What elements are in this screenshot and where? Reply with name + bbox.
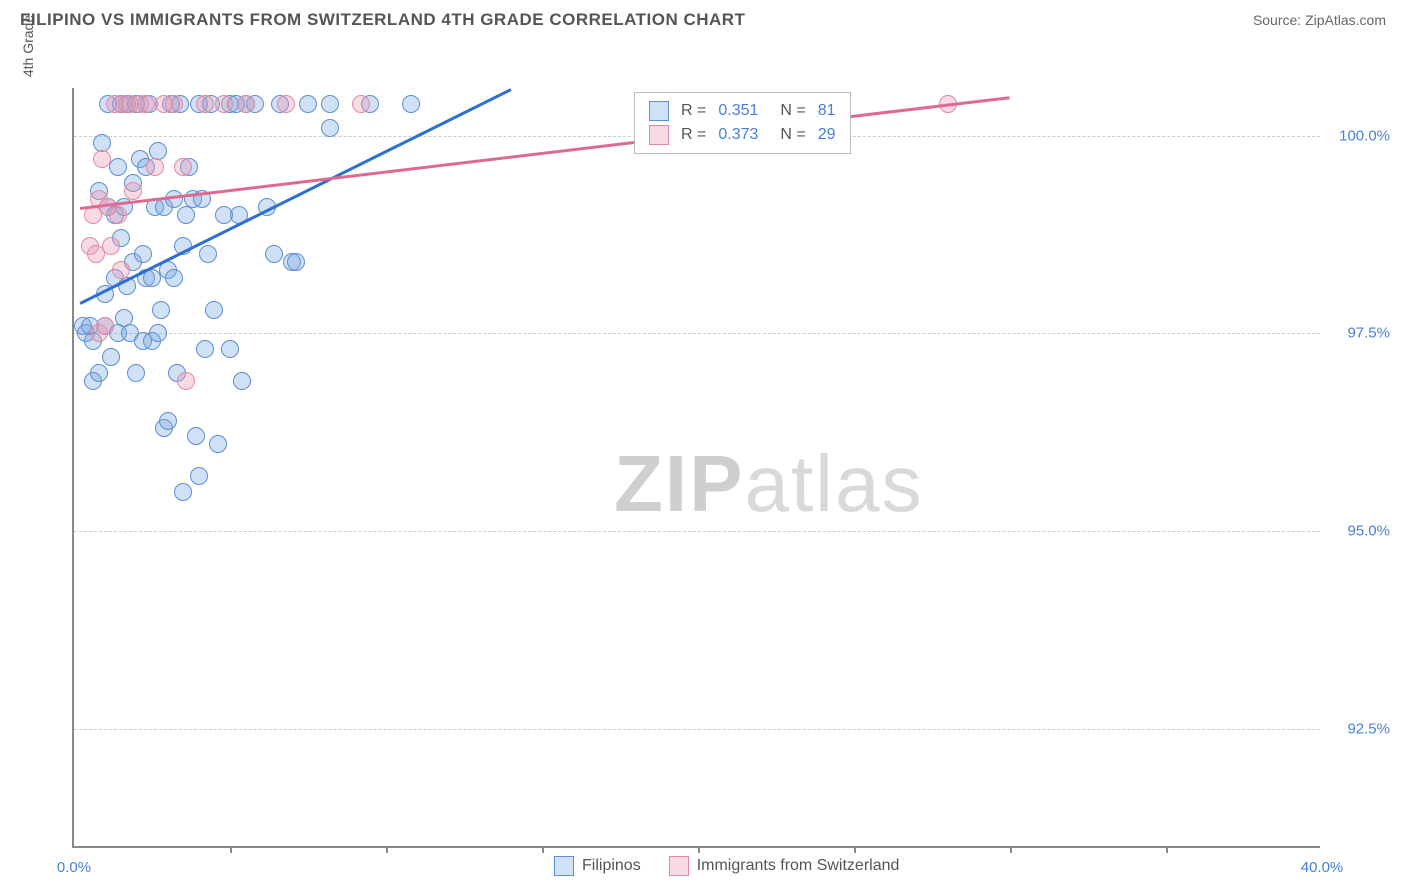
legend-n-value: 29 <box>818 126 836 144</box>
watermark-bold: ZIP <box>614 439 744 528</box>
bottom-legend-label: Immigrants from Switzerland <box>697 857 900 875</box>
data-point <box>221 340 239 358</box>
bottom-legend: Filipinos Immigrants from Switzerland <box>554 856 899 876</box>
legend-swatch <box>649 125 669 145</box>
data-point <box>109 158 127 176</box>
data-point <box>196 340 214 358</box>
y-tick-label: 97.5% <box>1330 325 1390 342</box>
data-point <box>199 245 217 263</box>
data-point <box>165 95 183 113</box>
data-point <box>90 364 108 382</box>
data-point <box>187 427 205 445</box>
data-point <box>152 301 170 319</box>
legend-swatch <box>669 856 689 876</box>
y-tick-label: 100.0% <box>1330 127 1390 144</box>
y-tick-label: 95.0% <box>1330 523 1390 540</box>
data-point <box>124 182 142 200</box>
bottom-legend-item: Filipinos <box>554 856 641 876</box>
x-tick <box>1010 846 1012 853</box>
watermark-light: atlas <box>744 439 923 528</box>
x-tick <box>386 846 388 853</box>
trend-line <box>80 88 512 304</box>
data-point <box>96 317 114 335</box>
bottom-legend-label: Filipinos <box>582 857 641 875</box>
x-tick <box>1166 846 1168 853</box>
header: FILIPINO VS IMMIGRANTS FROM SWITZERLAND … <box>0 0 1406 38</box>
x-tick <box>698 846 700 853</box>
data-point <box>265 245 283 263</box>
legend-n-value: 81 <box>818 102 836 120</box>
x-tick <box>230 846 232 853</box>
y-tick-label: 92.5% <box>1330 721 1390 738</box>
data-point <box>209 435 227 453</box>
data-point <box>321 119 339 137</box>
plot-region: ZIPatlas 92.5%95.0%97.5%100.0%0.0%40.0%R… <box>72 88 1320 848</box>
watermark: ZIPatlas <box>614 438 923 530</box>
data-point <box>93 150 111 168</box>
legend-r-label: R = <box>681 126 706 144</box>
legend-swatch <box>554 856 574 876</box>
legend-n-label: N = <box>780 102 805 120</box>
legend-r-value: 0.351 <box>718 102 758 120</box>
data-point <box>109 206 127 224</box>
source-label: Source: <box>1253 12 1305 28</box>
data-point <box>233 372 251 390</box>
legend-n-label: N = <box>780 126 805 144</box>
data-point <box>177 206 195 224</box>
data-point <box>137 95 155 113</box>
y-axis-label: 4th Grade <box>20 15 36 77</box>
data-point <box>112 261 130 279</box>
data-point <box>134 245 152 263</box>
gridline-h <box>74 333 1320 334</box>
chart-source: Source: ZipAtlas.com <box>1253 12 1386 28</box>
x-tick-label: 0.0% <box>57 859 91 876</box>
data-point <box>165 269 183 287</box>
data-point <box>102 348 120 366</box>
data-point <box>277 95 295 113</box>
legend-r-value: 0.373 <box>718 126 758 144</box>
data-point <box>215 95 233 113</box>
data-point <box>159 412 177 430</box>
data-point <box>149 324 167 342</box>
data-point <box>287 253 305 271</box>
x-tick-label: 40.0% <box>1301 859 1344 876</box>
data-point <box>321 95 339 113</box>
data-point <box>299 95 317 113</box>
gridline-h <box>74 531 1320 532</box>
chart-title: FILIPINO VS IMMIGRANTS FROM SWITZERLAND … <box>20 10 745 30</box>
data-point <box>102 237 120 255</box>
legend-row: R = 0.351 N = 81 <box>649 99 836 123</box>
legend-box: R = 0.351 N = 81 R = 0.373 N = 29 <box>634 92 851 154</box>
data-point <box>174 158 192 176</box>
x-tick <box>854 846 856 853</box>
gridline-h <box>74 729 1320 730</box>
legend-swatch <box>649 101 669 121</box>
data-point <box>402 95 420 113</box>
legend-row: R = 0.373 N = 29 <box>649 123 836 147</box>
data-point <box>352 95 370 113</box>
data-point <box>237 95 255 113</box>
data-point <box>196 95 214 113</box>
data-point <box>205 301 223 319</box>
source-value: ZipAtlas.com <box>1305 12 1386 28</box>
legend-r-label: R = <box>681 102 706 120</box>
data-point <box>127 364 145 382</box>
data-point <box>146 158 164 176</box>
x-tick <box>542 846 544 853</box>
data-point <box>174 483 192 501</box>
data-point <box>190 467 208 485</box>
trend-line <box>80 96 1010 209</box>
data-point <box>177 372 195 390</box>
bottom-legend-item: Immigrants from Switzerland <box>669 856 900 876</box>
